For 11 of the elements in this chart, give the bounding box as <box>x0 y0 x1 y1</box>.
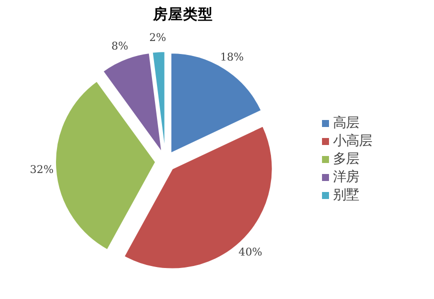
data-label: 40% <box>238 245 262 258</box>
data-label: 32% <box>30 162 54 176</box>
legend-label: 洋房 <box>333 168 359 186</box>
data-label: 18% <box>220 50 244 64</box>
data-label: 8% <box>111 40 128 53</box>
legend-label: 多层 <box>333 151 359 168</box>
legend-label: 小高层 <box>333 132 372 150</box>
chart-title: 房屋类型 <box>152 5 213 23</box>
legend-label: 别墅 <box>333 187 359 204</box>
legend-label: 高层 <box>333 114 359 132</box>
data-label: 2% <box>149 31 166 44</box>
